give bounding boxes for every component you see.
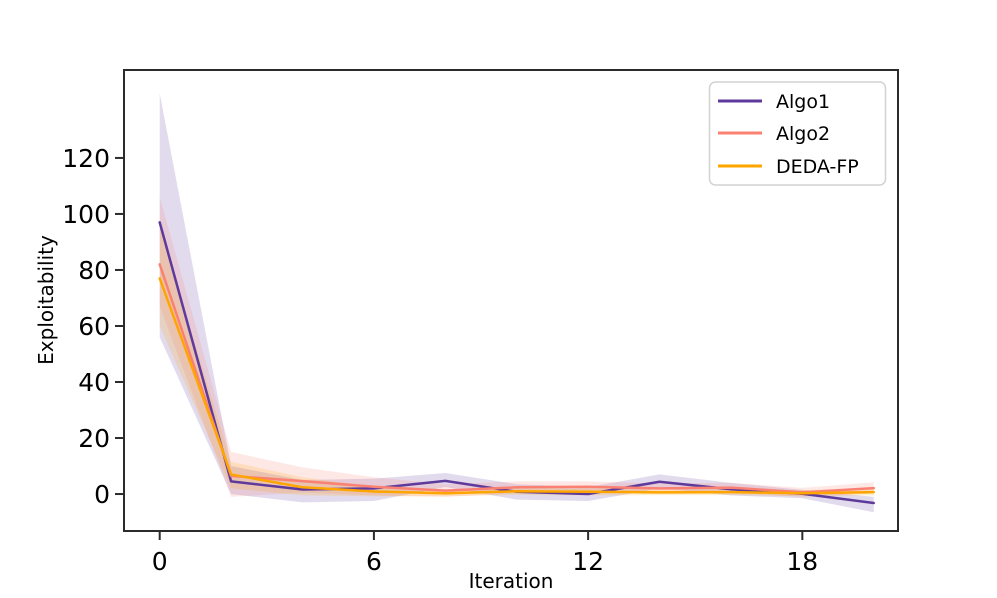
y-tick-label: 100 [62, 200, 110, 229]
series-lines [158, 221, 875, 505]
y-axis-label: Exploitability [34, 235, 58, 365]
legend-label-algo1: Algo1 [776, 91, 830, 113]
y-tick-label: 0 [94, 480, 110, 509]
x-tick-label: 0 [152, 547, 168, 576]
y-tick-label: 40 [78, 368, 110, 397]
y-tick-label: 120 [62, 144, 110, 173]
line-algo2 [158, 263, 875, 494]
tick-labels: 0 6 12 18 0 20 40 60 80 100 120 [62, 144, 818, 576]
legend: Algo1 Algo2 DEDA-FP [708, 81, 887, 186]
axis-ticks [115, 156, 804, 540]
legend-label-algo2: Algo2 [776, 123, 830, 145]
legend-box [708, 81, 887, 186]
band-algo1 [159, 93, 874, 513]
line-deda-fp [158, 277, 875, 495]
confidence-bands [159, 93, 874, 513]
band-algo2 [159, 197, 874, 497]
x-tick-label: 12 [572, 547, 604, 576]
y-tick-label: 80 [78, 256, 110, 285]
plot-spines [123, 69, 899, 532]
x-tick-label: 6 [366, 547, 382, 576]
band-deda-fp [159, 227, 874, 497]
y-tick-label: 20 [78, 424, 110, 453]
y-tick-label: 60 [78, 312, 110, 341]
x-axis-label: Iteration [469, 569, 554, 593]
legend-label-deda-fp: DEDA-FP [776, 156, 859, 178]
x-tick-label: 18 [786, 547, 818, 576]
